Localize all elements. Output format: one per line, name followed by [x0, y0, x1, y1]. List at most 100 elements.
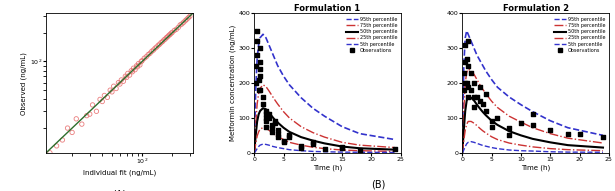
Point [258, 102, 268, 105]
Point [598, 136, 608, 139]
Point [67, 131, 77, 134]
Point [469, 82, 479, 85]
Point [459, 71, 469, 74]
Legend: 95th percentile, 75th percentile, 50th percentile, 25th percentile, 5th percenti: 95th percentile, 75th percentile, 50th p… [553, 16, 606, 54]
Point [111, 87, 121, 90]
Point [270, 122, 280, 125]
Point [486, 120, 496, 123]
Point [264, 113, 274, 116]
Point [165, 33, 175, 36]
Point [459, 88, 469, 91]
Point [279, 141, 288, 144]
Point [272, 132, 282, 135]
Point [460, 61, 470, 64]
Y-axis label: Observed (ng/mL): Observed (ng/mL) [20, 52, 27, 115]
Point [156, 41, 166, 44]
Y-axis label: Metformin concentration (ng/mL): Metformin concentration (ng/mL) [229, 25, 236, 141]
Point [463, 64, 473, 67]
Point [164, 34, 174, 37]
Point [285, 136, 295, 139]
Point [141, 55, 151, 58]
Title: Formulation 2: Formulation 2 [502, 4, 569, 13]
Point [122, 76, 132, 79]
Point [255, 74, 265, 78]
Point [252, 29, 262, 32]
Point [149, 49, 159, 52]
Point [272, 136, 282, 139]
Point [261, 125, 271, 128]
Point [462, 57, 472, 60]
Point [135, 63, 145, 66]
Point [175, 23, 185, 27]
Point [133, 65, 143, 68]
Point [270, 120, 280, 123]
Point [109, 85, 119, 88]
Point [469, 106, 479, 109]
Point [153, 44, 163, 47]
Point [337, 146, 347, 149]
Point [546, 129, 555, 132]
Point [504, 134, 514, 137]
Point [504, 127, 514, 130]
Point [177, 22, 187, 25]
Point [137, 60, 146, 63]
Point [255, 68, 265, 71]
Point [143, 53, 153, 56]
Legend: 95th percentile, 75th percentile, 50th percentile, 25th percentile, 5th percenti: 95th percentile, 75th percentile, 50th p… [345, 16, 399, 54]
Title: Formulation 1: Formulation 1 [295, 4, 360, 13]
Point [261, 109, 271, 112]
X-axis label: Time (h): Time (h) [521, 165, 550, 171]
Point [57, 138, 67, 142]
Point [182, 18, 192, 21]
Point [320, 147, 330, 150]
Point [125, 74, 135, 77]
Point [285, 134, 295, 137]
Point [528, 113, 538, 116]
Point [261, 116, 271, 120]
Point [251, 64, 261, 67]
Point [95, 98, 105, 101]
Point [463, 96, 473, 99]
Point [472, 96, 482, 99]
Point [185, 15, 195, 18]
Point [337, 145, 347, 148]
Point [252, 54, 262, 57]
Point [100, 94, 109, 97]
Point [129, 67, 138, 70]
Point [469, 96, 479, 99]
Point [137, 59, 147, 62]
Point [574, 132, 584, 135]
Point [159, 39, 169, 42]
Point [82, 114, 92, 117]
Point [261, 113, 271, 116]
Point [563, 132, 573, 135]
Point [475, 99, 485, 102]
Point [183, 16, 193, 19]
Point [119, 80, 129, 83]
Point [77, 123, 87, 126]
Point [167, 31, 177, 34]
Point [486, 125, 496, 128]
Point [152, 45, 162, 49]
Point [85, 113, 95, 116]
Point [296, 146, 306, 149]
Point [45, 151, 55, 154]
Point [105, 89, 115, 92]
Point [267, 127, 277, 130]
Point [123, 72, 133, 75]
Point [267, 130, 277, 133]
Point [173, 26, 183, 29]
Point [254, 88, 264, 91]
Point [528, 123, 538, 126]
Point [63, 127, 73, 130]
Point [493, 116, 502, 120]
Point [355, 148, 365, 151]
Point [252, 40, 262, 43]
Point [460, 82, 470, 85]
Point [481, 109, 491, 112]
Point [466, 88, 476, 91]
Point [258, 96, 268, 99]
Point [462, 82, 472, 85]
Point [145, 52, 155, 55]
Point [115, 83, 125, 86]
